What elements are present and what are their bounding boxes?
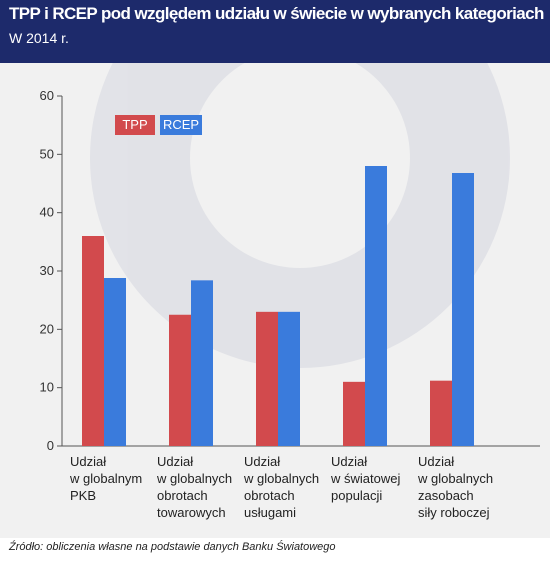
bar-rcep — [365, 166, 387, 446]
y-tick-label: 20 — [40, 321, 54, 336]
y-tick-label: 10 — [40, 380, 54, 395]
bar-tpp — [256, 311, 278, 446]
bars — [82, 166, 474, 446]
legend-swatch-tpp — [115, 115, 155, 135]
y-tick-label: 60 — [40, 88, 54, 103]
bar-tpp — [82, 236, 104, 446]
category-label: Udział w globalnych obrotach towarowych — [156, 454, 232, 520]
category-label: Udział w globalnych zasobach siły roboczej — [417, 454, 493, 520]
bar-rcep — [191, 280, 213, 446]
bar-tpp — [430, 380, 452, 446]
y-tick-label: 40 — [40, 205, 54, 220]
chart-header: TPP i RCEP pod względem udziału w świeci… — [0, 0, 550, 63]
y-axis: 0 10 20 30 40 50 60 — [40, 88, 540, 453]
legend-label-tpp: TPP — [122, 117, 147, 132]
chart-title: TPP i RCEP pod względem udziału w świeci… — [9, 4, 544, 23]
y-tick-label: 50 — [40, 146, 54, 161]
plot-area: 0 10 20 30 40 50 60 Udział w globalnym PKB Udział… — [0, 63, 550, 538]
chart-subtitle: W 2014 r. — [9, 30, 69, 46]
source-note: Źródło: obliczenia własne na podstawie d… — [9, 541, 336, 553]
legend-swatch-rcep — [160, 115, 202, 135]
y-tick-label: 0 — [47, 438, 54, 453]
y-tick-label: 30 — [40, 263, 54, 278]
bar-rcep — [278, 311, 300, 446]
category-label: Udział w globalnych obrotach usługami — [243, 454, 319, 520]
category-label: Udział w światowej populacji — [330, 454, 400, 503]
bar-tpp — [169, 314, 191, 446]
category-label: Udział w globalnym PKB — [69, 454, 142, 503]
legend: TPP RCEP — [115, 115, 202, 135]
category-labels: Udział w globalnym PKB Udział w globalnych ob… — [69, 454, 493, 520]
legend-label-rcep: RCEP — [163, 117, 199, 132]
bar-tpp — [343, 381, 365, 446]
bar-rcep — [104, 278, 126, 446]
bar-rcep — [452, 173, 474, 446]
